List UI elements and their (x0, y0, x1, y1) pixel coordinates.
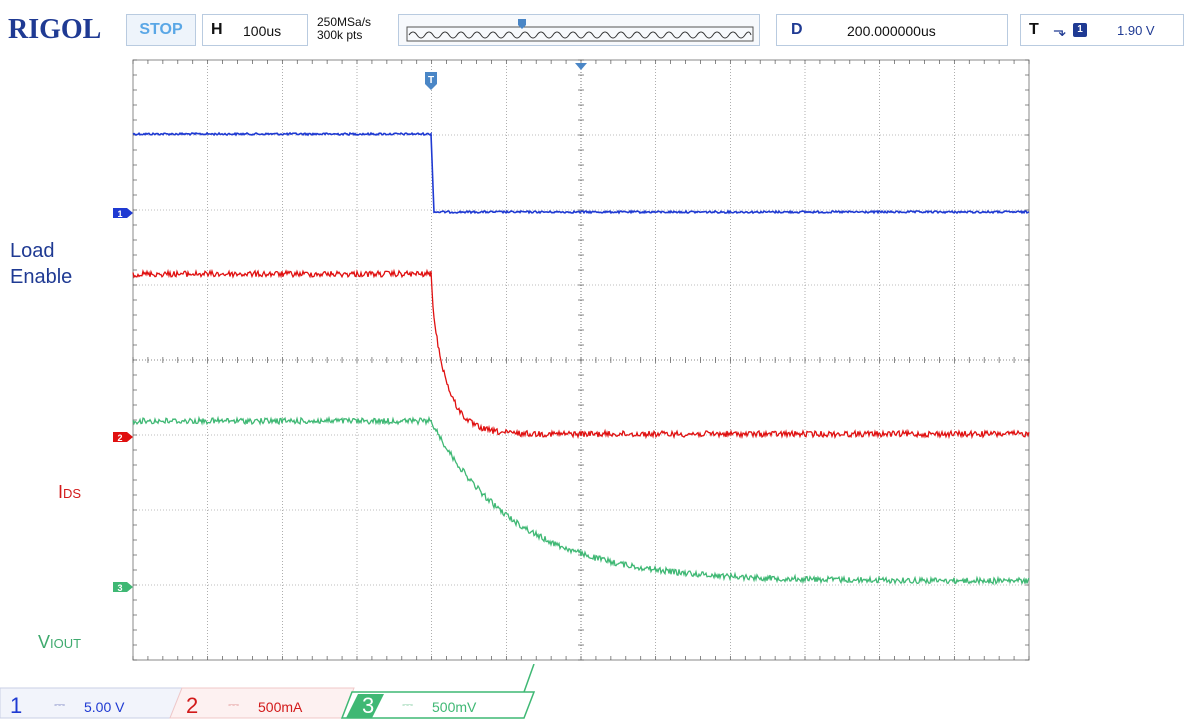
ch2-ground-marker-icon-number: 2 (117, 433, 122, 443)
ch2-label-sub: DS (63, 486, 82, 501)
brand-logo: RIGOL (8, 14, 102, 45)
ch1-coupling-icon: ⎓ (54, 696, 66, 712)
ch2-trace (132, 268, 1030, 440)
run-stop-status[interactable]: STOP (126, 14, 196, 46)
ch2-coupling-icon: ⎓ (228, 696, 240, 712)
ch1-ground-marker-icon (113, 208, 133, 218)
sample-rate: 250MSa/s (317, 15, 372, 29)
trigger-marker-icon (425, 72, 437, 90)
horizontal-timebase-box[interactable]: H 100us (202, 14, 308, 46)
ch2-label: IDS (58, 482, 81, 503)
trigger-position-icon (518, 19, 526, 29)
timebase-value: 100us (243, 23, 282, 39)
falling-edge-icon: ⬎ (1053, 23, 1067, 40)
delay-value: 200.000000us (847, 23, 936, 39)
trigger-source-icon: 1 (1073, 23, 1087, 37)
scope-canvas: T 1 2 3 (113, 59, 1030, 661)
ch3-ground-marker-icon (113, 582, 133, 592)
trigger-level: 1.90 V (1117, 23, 1155, 38)
ch3-tab[interactable] (340, 691, 536, 719)
ch1-scale: 5.00 V (84, 699, 125, 715)
waveform-display[interactable]: T 1 2 3 Load Enable IDS VIOUT (0, 58, 1195, 664)
memory-overview[interactable] (398, 14, 760, 46)
trigger-tag: T (1029, 21, 1039, 38)
memory-depth: 300k pts (317, 28, 363, 42)
ch3-trace (132, 415, 1030, 586)
trigger-marker-letter: T (428, 75, 434, 86)
ch3-coupling-icon: ⎓ (402, 696, 414, 712)
horizontal-position-icon (575, 63, 587, 70)
ch2-tab[interactable] (169, 687, 355, 719)
ch1-ground-marker-icon-number: 1 (117, 209, 122, 219)
status-bar: RIGOL STOP H 100us 250MSa/s 300k pts D 2… (0, 0, 1195, 62)
ch3-label: VIOUT (38, 632, 81, 653)
trigger-box[interactable]: T ⬎ 1 1.90 V (1020, 14, 1184, 46)
horizontal-tag: H (211, 21, 223, 38)
delay-tag: D (791, 21, 803, 38)
ch3-number: 3 (362, 693, 375, 718)
acquisition-info: 250MSa/s 300k pts (317, 16, 371, 42)
ch3-scale: 500mV (432, 699, 477, 715)
delay-box[interactable]: D 200.000000us (776, 14, 1008, 46)
ch3-active-marker (346, 694, 384, 718)
channel-bar: 1 ⎓ 5.00 V 2 ⎓ 500mA 3 ⎓ 500mV (0, 664, 1195, 719)
ch2-number: 2 (186, 693, 199, 718)
ch3-ground-marker-icon-number: 3 (117, 583, 122, 593)
ch1-trace (132, 131, 1030, 215)
ch2-ground-marker-icon (113, 432, 133, 442)
ch1-label: Load Enable (10, 238, 72, 290)
graticule (132, 59, 1030, 661)
ch1-label-line2: Enable (10, 266, 73, 288)
ch3-label-main: V (38, 632, 51, 652)
ch1-label-line1: Load (10, 240, 55, 262)
ch1-number: 1 (10, 693, 23, 718)
ch3-label-sub: IOUT (50, 636, 82, 651)
ch2-label-main: I (58, 482, 64, 502)
ch2-scale: 500mA (258, 699, 303, 715)
memory-waveform-icon (406, 19, 754, 42)
